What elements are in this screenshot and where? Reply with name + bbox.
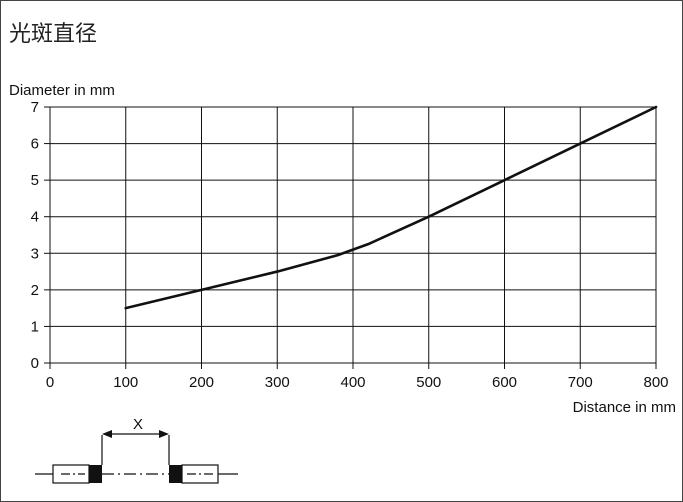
- tick-labels: 0 100 200 300 400 500 600 700 800 0 1 2 3 4 5 6 7: [31, 99, 669, 391]
- emitter-lens: [89, 465, 102, 483]
- sensor-distance-diagram: X: [35, 416, 238, 484]
- series-lines: [124, 105, 658, 310]
- x-tick-label-8: 800: [643, 374, 668, 391]
- x-tick-label-6: 600: [492, 374, 517, 391]
- x-tick-label-0: 0: [46, 374, 54, 391]
- dimension-arrow-right: [159, 430, 169, 438]
- x-tick-label-3: 300: [265, 374, 290, 391]
- receiver-lens: [169, 465, 182, 483]
- dimension-arrow-left: [102, 430, 112, 438]
- x-axis-label: Distance in mm: [573, 399, 676, 416]
- x-tick-label-2: 200: [189, 374, 214, 391]
- x-tick-label-1: 100: [113, 374, 138, 391]
- dimension-label: X: [133, 416, 143, 433]
- y-tick-label-6: 6: [31, 136, 39, 153]
- y-tick-label-3: 3: [31, 245, 39, 262]
- x-tick-label-4: 400: [340, 374, 365, 391]
- grid-lines: [44, 106, 657, 369]
- series-line-0: [124, 105, 658, 310]
- y-tick-label-4: 4: [31, 209, 39, 226]
- chart-title: 光斑直径: [9, 22, 97, 47]
- y-tick-label-2: 2: [31, 282, 39, 299]
- x-tick-label-5: 500: [416, 374, 441, 391]
- y-tick-label-0: 0: [31, 355, 39, 372]
- y-tick-label-7: 7: [31, 99, 39, 116]
- y-tick-label-5: 5: [31, 172, 39, 189]
- x-tick-label-7: 700: [568, 374, 593, 391]
- y-tick-label-1: 1: [31, 318, 39, 335]
- y-axis-label: Diameter in mm: [9, 82, 115, 99]
